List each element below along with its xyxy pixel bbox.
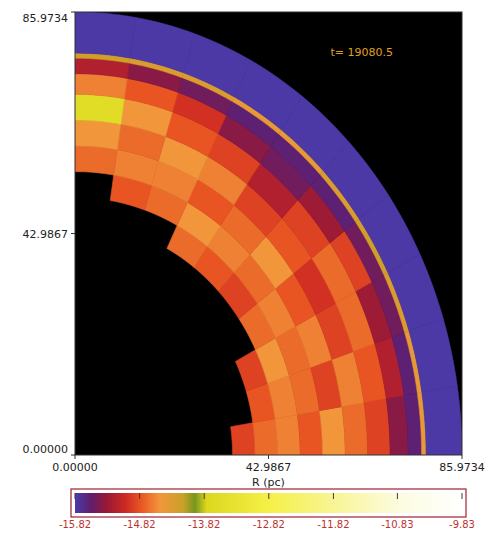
colorbar-tick-label: -12.82 — [253, 519, 285, 530]
annotation: t= 19080.5 — [330, 46, 393, 59]
colorbar-tick-label: -11.82 — [317, 519, 349, 530]
y-tick-label: 0.00000 — [23, 443, 69, 456]
x-tick-label: 85.9734 — [439, 461, 485, 474]
colorbar — [75, 493, 462, 513]
cell — [422, 386, 462, 455]
x-tick-label: 0.00000 — [52, 461, 98, 474]
colorbar-tick — [204, 493, 205, 499]
cell — [231, 423, 255, 455]
y-tick-label: 85.9734 — [23, 12, 69, 25]
cell — [275, 415, 300, 455]
colorbar-tick — [462, 493, 463, 499]
cell — [386, 395, 408, 455]
cell — [75, 94, 124, 124]
chart: t= 19080.5 0.00000 42.9867 85.9734 0.00000 42… — [0, 0, 495, 533]
cell — [75, 74, 127, 99]
y-tick — [71, 233, 75, 234]
colorbar-frame — [71, 489, 466, 517]
cell — [130, 17, 195, 72]
y-tick-label: 42.9867 — [23, 228, 69, 241]
cell — [320, 407, 346, 455]
colorbar-tick-label: -14.82 — [123, 519, 155, 530]
x-axis-title: R (pc) — [252, 476, 285, 489]
cells — [75, 12, 462, 455]
colorbar-tick — [268, 493, 269, 499]
colorbar-tick-label: -15.82 — [59, 519, 91, 530]
cell — [253, 419, 278, 455]
x-tick — [462, 455, 463, 459]
colorbar-tick-label: -13.82 — [188, 519, 220, 530]
cell — [342, 403, 368, 455]
cell — [75, 12, 136, 58]
colorbar-tick — [333, 493, 334, 499]
cell — [409, 318, 457, 392]
colorbar-tick — [397, 493, 398, 499]
cell — [75, 120, 121, 150]
colorbar-tick — [75, 493, 76, 499]
y-tick — [71, 455, 75, 456]
y-tick — [71, 12, 75, 13]
colorbar-tick — [139, 493, 140, 499]
cell — [184, 34, 251, 97]
colorbar-tick-label: -10.83 — [381, 519, 413, 530]
x-tick-label: 42.9867 — [246, 461, 292, 474]
plot-frame — [75, 12, 462, 455]
cell — [364, 399, 390, 455]
x-tick — [75, 455, 76, 459]
plot-background — [75, 12, 462, 455]
x-tick — [268, 455, 269, 459]
cell — [297, 411, 322, 455]
colorbar-tick-label: -9.83 — [449, 519, 475, 530]
cell — [75, 146, 117, 175]
